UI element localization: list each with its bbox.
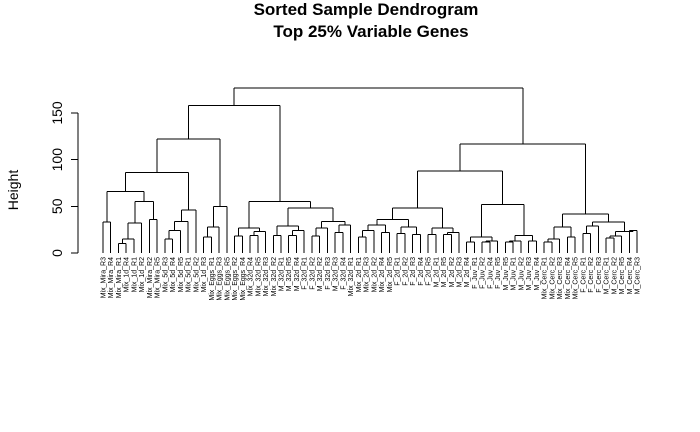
leaf-label: F_32d_R1 <box>302 257 309 290</box>
leaf-label: M_Juv_R3 <box>526 257 533 291</box>
leaf-label: Mix_2d_R4 <box>379 257 386 293</box>
leaf-label: M_Juv_R2 <box>518 257 525 291</box>
leaf-label: F_Cerc_R3 <box>596 257 603 293</box>
leaf-label: M_Juv_R4 <box>534 257 541 291</box>
leaf-label: M_32d_R1 <box>279 257 286 291</box>
leaf-label: M_2d_R5 <box>441 257 448 287</box>
leaf-label: Mix_2d_R2 <box>371 257 378 293</box>
leaf-label: Mix_Eggs_R2 <box>232 257 239 301</box>
leaf-label: Mix_Eggs_R5 <box>224 257 231 301</box>
leaf-labels: Mix_Mira_R3 Mix_Mira_R4 Mix_Mira_R1 Mix_1d_… <box>101 257 642 301</box>
leaf-label: Mix_Cerc_R5 <box>573 257 580 300</box>
leaf-label: M_Juv_R1 <box>511 257 518 291</box>
leaf-label: F_2d_R4 <box>418 257 425 286</box>
leaf-label: Mix_1d_R2 <box>139 257 146 293</box>
leaf-label: F_Cerc_R1 <box>580 257 587 293</box>
leaf-label: Mix_1d_R1 <box>132 257 139 293</box>
leaf-label: Mix_32d_R5 <box>255 257 262 296</box>
leaf-label: F_2d_R5 <box>426 257 433 286</box>
leaf-label: Mix_2d_R3 <box>364 257 371 293</box>
y-tick-label: 0 <box>49 249 65 257</box>
leaf-label: Mix_32d_R2 <box>271 257 278 296</box>
leaf-label: Mix_Mira_R3 <box>101 257 108 298</box>
leaf-label: F_32d_R2 <box>310 257 317 290</box>
leaf-label: Mix_5d_R3 <box>162 257 169 293</box>
leaf-label: F_32d_R3 <box>325 257 332 290</box>
chart-subtitle: Top 25% Variable Genes <box>273 22 468 41</box>
leaf-label: Mix_Mira_R5 <box>155 257 162 298</box>
leaf-label: M_Cerc_R4 <box>627 257 634 294</box>
leaf-label: Mix_2d_R1 <box>356 257 363 293</box>
leaf-label: Mix_5d_R4 <box>170 257 177 293</box>
leaf-label: M_32d_R4 <box>294 257 301 291</box>
leaf-label: F_Juv_R2 <box>480 257 487 289</box>
leaf-label: Mix_5d_R5 <box>178 257 185 293</box>
leaf-label: F_2d_R3 <box>410 257 417 286</box>
leaf-label: M_Juv_R5 <box>503 257 510 291</box>
leaf-label: F_32d_R4 <box>340 257 347 290</box>
y-axis: 0 50 100 150 <box>49 101 79 257</box>
leaf-label: M_Cerc_R1 <box>604 257 611 294</box>
leaf-label: Mix_1d_R3 <box>201 257 208 293</box>
leaf-label: F_Juv_R5 <box>495 257 502 289</box>
chart-title: Sorted Sample Dendrogram <box>254 0 479 19</box>
leaf-label: M_32d_R5 <box>286 257 293 291</box>
leaf-label: Mix_1d_R4 <box>124 257 131 293</box>
leaf-label: M_2d_R4 <box>464 257 471 287</box>
leaf-label: Mix_Eggs_R4 <box>240 257 247 301</box>
leaf-label: Mix_2d_R5 <box>387 257 394 293</box>
y-axis-label: Height <box>5 170 21 211</box>
y-tick-label: 50 <box>49 198 65 214</box>
y-tick-label: 150 <box>49 101 65 125</box>
leaf-label: Mix_Cerc_R2 <box>549 257 556 300</box>
leaf-label: Mix_Mira_R1 <box>116 257 123 298</box>
leaf-label: Mix_Eggs_R1 <box>209 257 216 301</box>
leaf-label: F_Juv_R4 <box>488 257 495 289</box>
leaf-label: Mix_Cerc_R4 <box>565 257 572 300</box>
leaf-label: Mix_5d_R1 <box>186 257 193 293</box>
leaf-label: M_Cerc_R3 <box>635 257 642 294</box>
leaf-label: M_Cerc_R2 <box>611 257 618 294</box>
leaf-label: F_Juv_R1 <box>472 257 479 289</box>
leaf-label: Mix_5d_R2 <box>193 257 200 293</box>
leaf-label: F_2d_R2 <box>402 257 409 286</box>
leaf-label: F_Cerc_R2 <box>588 257 595 293</box>
leaf-label: Mix_32d_R1 <box>348 257 355 296</box>
leaf-label: Mix_Cerc_R3 <box>557 257 564 300</box>
leaf-label: M_32d_R2 <box>317 257 324 291</box>
leaf-label: Mix_32d_R3 <box>263 257 270 296</box>
leaf-label: M_2d_R2 <box>449 257 456 287</box>
leaf-label: M_2d_R1 <box>433 257 440 287</box>
leaf-label: Mix_Eggs_R3 <box>217 257 224 301</box>
leaf-label: F_2d_R1 <box>395 257 402 286</box>
leaf-label: M_32d_R3 <box>333 257 340 291</box>
leaf-label: M_Cerc_R5 <box>619 257 626 294</box>
leaf-label: Mix_Mira_R2 <box>147 257 154 298</box>
y-tick-label: 100 <box>49 148 65 172</box>
leaf-label: Mix_Mira_R4 <box>108 257 115 298</box>
leaf-label: Mix_Cerc_R1 <box>542 257 549 300</box>
dendrogram-tree <box>102 87 638 253</box>
leaf-label: Mix_32d_R4 <box>248 257 255 296</box>
leaf-label: M_2d_R3 <box>457 257 464 287</box>
